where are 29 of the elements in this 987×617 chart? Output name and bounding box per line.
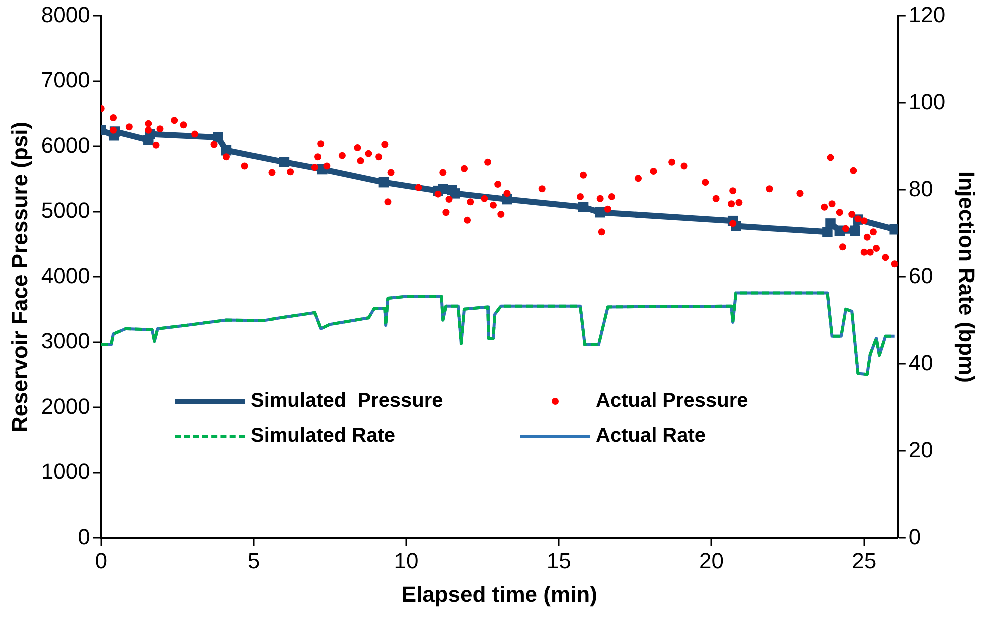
legend-label: Simulated Pressure (251, 390, 444, 413)
x-tick-label: 25 (852, 548, 877, 574)
y-tick-label: 5000 (41, 198, 90, 224)
y2-tick-label: 60 (908, 263, 934, 288)
x-tick-label: 10 (394, 548, 419, 574)
y2-tick-label: 40 (908, 350, 934, 376)
y-tick-label: 6000 (41, 132, 90, 158)
y2-axis-title: Injection Rate (bpm) (954, 171, 980, 383)
y-tick-label: 4000 (41, 263, 90, 288)
y2-tick-label: 120 (908, 2, 946, 28)
y2-tick-label: 80 (908, 176, 934, 202)
y-tick-label: 2000 (41, 394, 90, 419)
y-tick-label: 0 (78, 524, 90, 550)
y-tick-label: 1000 (41, 459, 90, 484)
legend-label: Actual Pressure (596, 390, 748, 413)
x-tick-label: 5 (248, 548, 260, 574)
x-tick-label: 0 (95, 548, 108, 574)
legend-label: Simulated Rate (251, 425, 396, 448)
y2-tick-label: 0 (908, 524, 922, 550)
y2-tick-label: 100 (908, 89, 946, 114)
y-axis-title: Reservoir Face Pressure (psi) (7, 122, 32, 433)
x-axis-title: Elapsed time (min) (402, 582, 598, 607)
y2-tick-label: 20 (908, 437, 934, 462)
x-tick-label: 15 (546, 548, 572, 574)
y-tick-label: 8000 (41, 2, 90, 28)
legend-label: Actual Rate (596, 425, 706, 448)
y-tick-label: 7000 (41, 68, 90, 93)
y-tick-label: 3000 (41, 328, 90, 354)
x-tick-label: 20 (699, 548, 724, 574)
